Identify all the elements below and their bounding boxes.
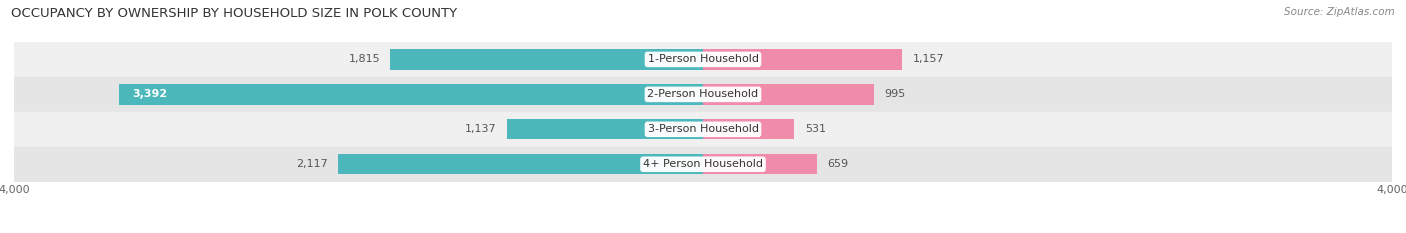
Bar — [339, 154, 703, 174]
Text: 3,392: 3,392 — [132, 89, 167, 99]
Text: 2,117: 2,117 — [297, 159, 328, 169]
Bar — [703, 49, 903, 69]
Bar — [391, 49, 703, 69]
Text: 995: 995 — [884, 89, 905, 99]
Text: 659: 659 — [827, 159, 848, 169]
Text: 1,815: 1,815 — [349, 55, 380, 64]
Bar — [14, 147, 1392, 182]
Text: 4+ Person Household: 4+ Person Household — [643, 159, 763, 169]
Bar — [703, 154, 817, 174]
Bar — [14, 77, 1392, 112]
Bar — [14, 112, 1392, 147]
Bar — [14, 42, 1392, 77]
Bar — [508, 119, 703, 139]
Text: 1,157: 1,157 — [912, 55, 945, 64]
Text: Source: ZipAtlas.com: Source: ZipAtlas.com — [1284, 7, 1395, 17]
Text: 1-Person Household: 1-Person Household — [648, 55, 758, 64]
Bar — [703, 119, 794, 139]
Text: 1,137: 1,137 — [465, 124, 496, 134]
Text: OCCUPANCY BY OWNERSHIP BY HOUSEHOLD SIZE IN POLK COUNTY: OCCUPANCY BY OWNERSHIP BY HOUSEHOLD SIZE… — [11, 7, 457, 20]
Text: 531: 531 — [804, 124, 825, 134]
Bar — [118, 84, 703, 105]
Text: 2-Person Household: 2-Person Household — [647, 89, 759, 99]
Text: 3-Person Household: 3-Person Household — [648, 124, 758, 134]
Bar — [703, 84, 875, 105]
